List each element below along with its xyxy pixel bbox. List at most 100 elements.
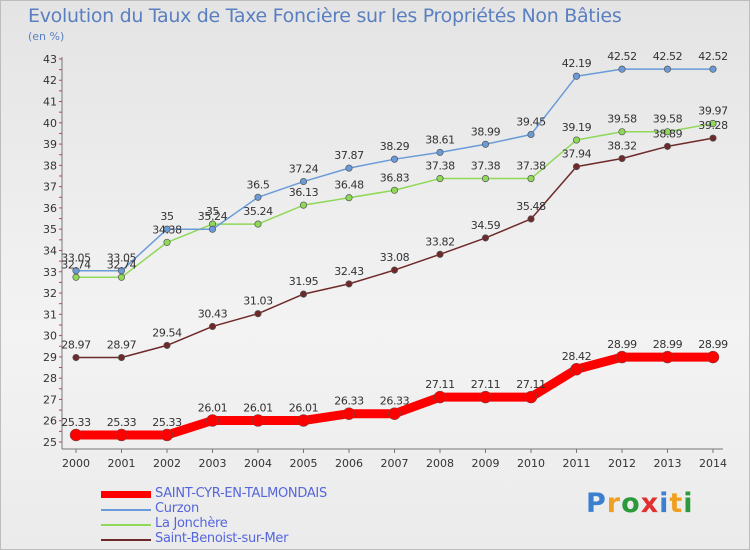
x-tick-label: 2006 [335, 457, 363, 470]
data-label: 38.89 [653, 127, 683, 140]
x-tick-label: 2007 [381, 457, 409, 470]
y-tick-label: 32 [43, 287, 57, 300]
data-label: 32.74 [61, 258, 91, 271]
logo-letter: i [659, 488, 670, 519]
data-label: 27.11 [516, 378, 546, 391]
legend-label: Saint-Benoist-sur-Mer [155, 531, 289, 546]
y-tick-label: 38 [43, 159, 57, 172]
x-tick-label: 2002 [153, 457, 181, 470]
y-tick-label: 36 [43, 202, 57, 215]
data-point [663, 142, 672, 150]
data-label: 28.99 [653, 338, 683, 351]
y-tick-label: 31 [43, 308, 57, 321]
data-label: 26.01 [243, 402, 273, 415]
data-point [433, 390, 447, 404]
data-point [618, 155, 626, 163]
data-point [663, 128, 672, 136]
data-point [527, 215, 535, 223]
data-label: 33.05 [107, 252, 137, 265]
data-label: 35.48 [516, 200, 546, 213]
data-label: 33.08 [380, 251, 410, 264]
data-point [251, 414, 265, 427]
data-label: 32.43 [334, 265, 364, 278]
data-point [254, 310, 262, 318]
data-point [206, 414, 219, 427]
series-saint-benoist-sur-mer [72, 134, 717, 362]
series-la-jonch-re [72, 119, 717, 281]
y-tick-label: 40 [43, 117, 57, 130]
y-tick-label: 37 [43, 181, 57, 194]
data-label: 26.33 [334, 395, 364, 408]
data-point [390, 155, 399, 163]
data-label: 37.38 [471, 160, 501, 173]
data-label: 37.24 [289, 163, 319, 176]
data-label: 25.33 [61, 416, 91, 429]
data-label: 28.42 [562, 350, 592, 363]
data-label: 26.01 [198, 402, 228, 415]
x-tick-label: 2010 [517, 457, 545, 470]
data-point [117, 273, 126, 281]
data-label: 26.33 [380, 395, 410, 408]
data-label: 33.82 [425, 235, 455, 248]
data-point [615, 350, 629, 364]
x-tick-label: 2001 [108, 457, 136, 470]
data-point [345, 280, 353, 288]
data-label: 42.52 [653, 50, 683, 63]
data-point [524, 390, 538, 404]
legend-label: Curzon [155, 501, 199, 516]
y-tick-label: 43 [43, 53, 57, 66]
data-label: 34.59 [471, 219, 501, 232]
data-point [254, 220, 262, 228]
y-tick-label: 35 [43, 223, 57, 236]
x-tick-label: 2012 [608, 457, 636, 470]
legend-swatch [101, 491, 151, 498]
logo-letter: o [621, 488, 641, 519]
data-point [390, 186, 399, 194]
data-point [572, 163, 581, 171]
data-label: 36.13 [289, 186, 319, 199]
data-point [72, 273, 80, 281]
data-point [436, 175, 444, 183]
logo-letter: i [683, 488, 694, 519]
y-tick-label: 42 [43, 74, 57, 87]
data-point [388, 407, 401, 420]
data-label: 28.99 [607, 338, 637, 351]
data-label: 25.33 [107, 416, 137, 429]
x-tick-label: 2000 [62, 457, 90, 470]
logo-letter: r [606, 488, 622, 519]
proxiti-logo: Proxiti [586, 488, 694, 519]
data-point [299, 290, 308, 298]
legend-swatch [101, 524, 151, 526]
data-label: 36.83 [380, 171, 410, 184]
data-label: 39.58 [653, 113, 683, 126]
unit-label: (en %) [28, 30, 65, 43]
y-tick-label: 29 [43, 351, 57, 364]
data-point [709, 119, 717, 127]
data-label: 28.97 [61, 339, 91, 352]
data-label: 35.24 [243, 205, 273, 218]
chart-title: Evolution du Taux de Taxe Foncière sur l… [28, 5, 622, 27]
data-label: 39.28 [698, 119, 728, 132]
data-point [299, 201, 308, 209]
x-tick-label: 2011 [563, 457, 591, 470]
data-label: 36.5 [247, 178, 270, 191]
data-label: 30.43 [198, 307, 228, 320]
data-label: 37.94 [562, 148, 592, 161]
data-point [709, 134, 717, 142]
data-point [160, 428, 174, 442]
data-label: 25.33 [152, 416, 182, 429]
data-point [163, 238, 171, 246]
data-point [117, 267, 126, 275]
data-label: 35 [206, 205, 220, 218]
data-point [208, 322, 217, 330]
data-label: 27.11 [425, 378, 455, 391]
y-tick-label: 34 [43, 244, 57, 257]
data-label: 38.99 [471, 125, 501, 138]
data-label: 27.11 [471, 378, 501, 391]
data-label: 33.05 [61, 252, 91, 265]
data-point [661, 350, 674, 364]
data-point [570, 362, 583, 376]
data-label: 35 [160, 210, 174, 223]
